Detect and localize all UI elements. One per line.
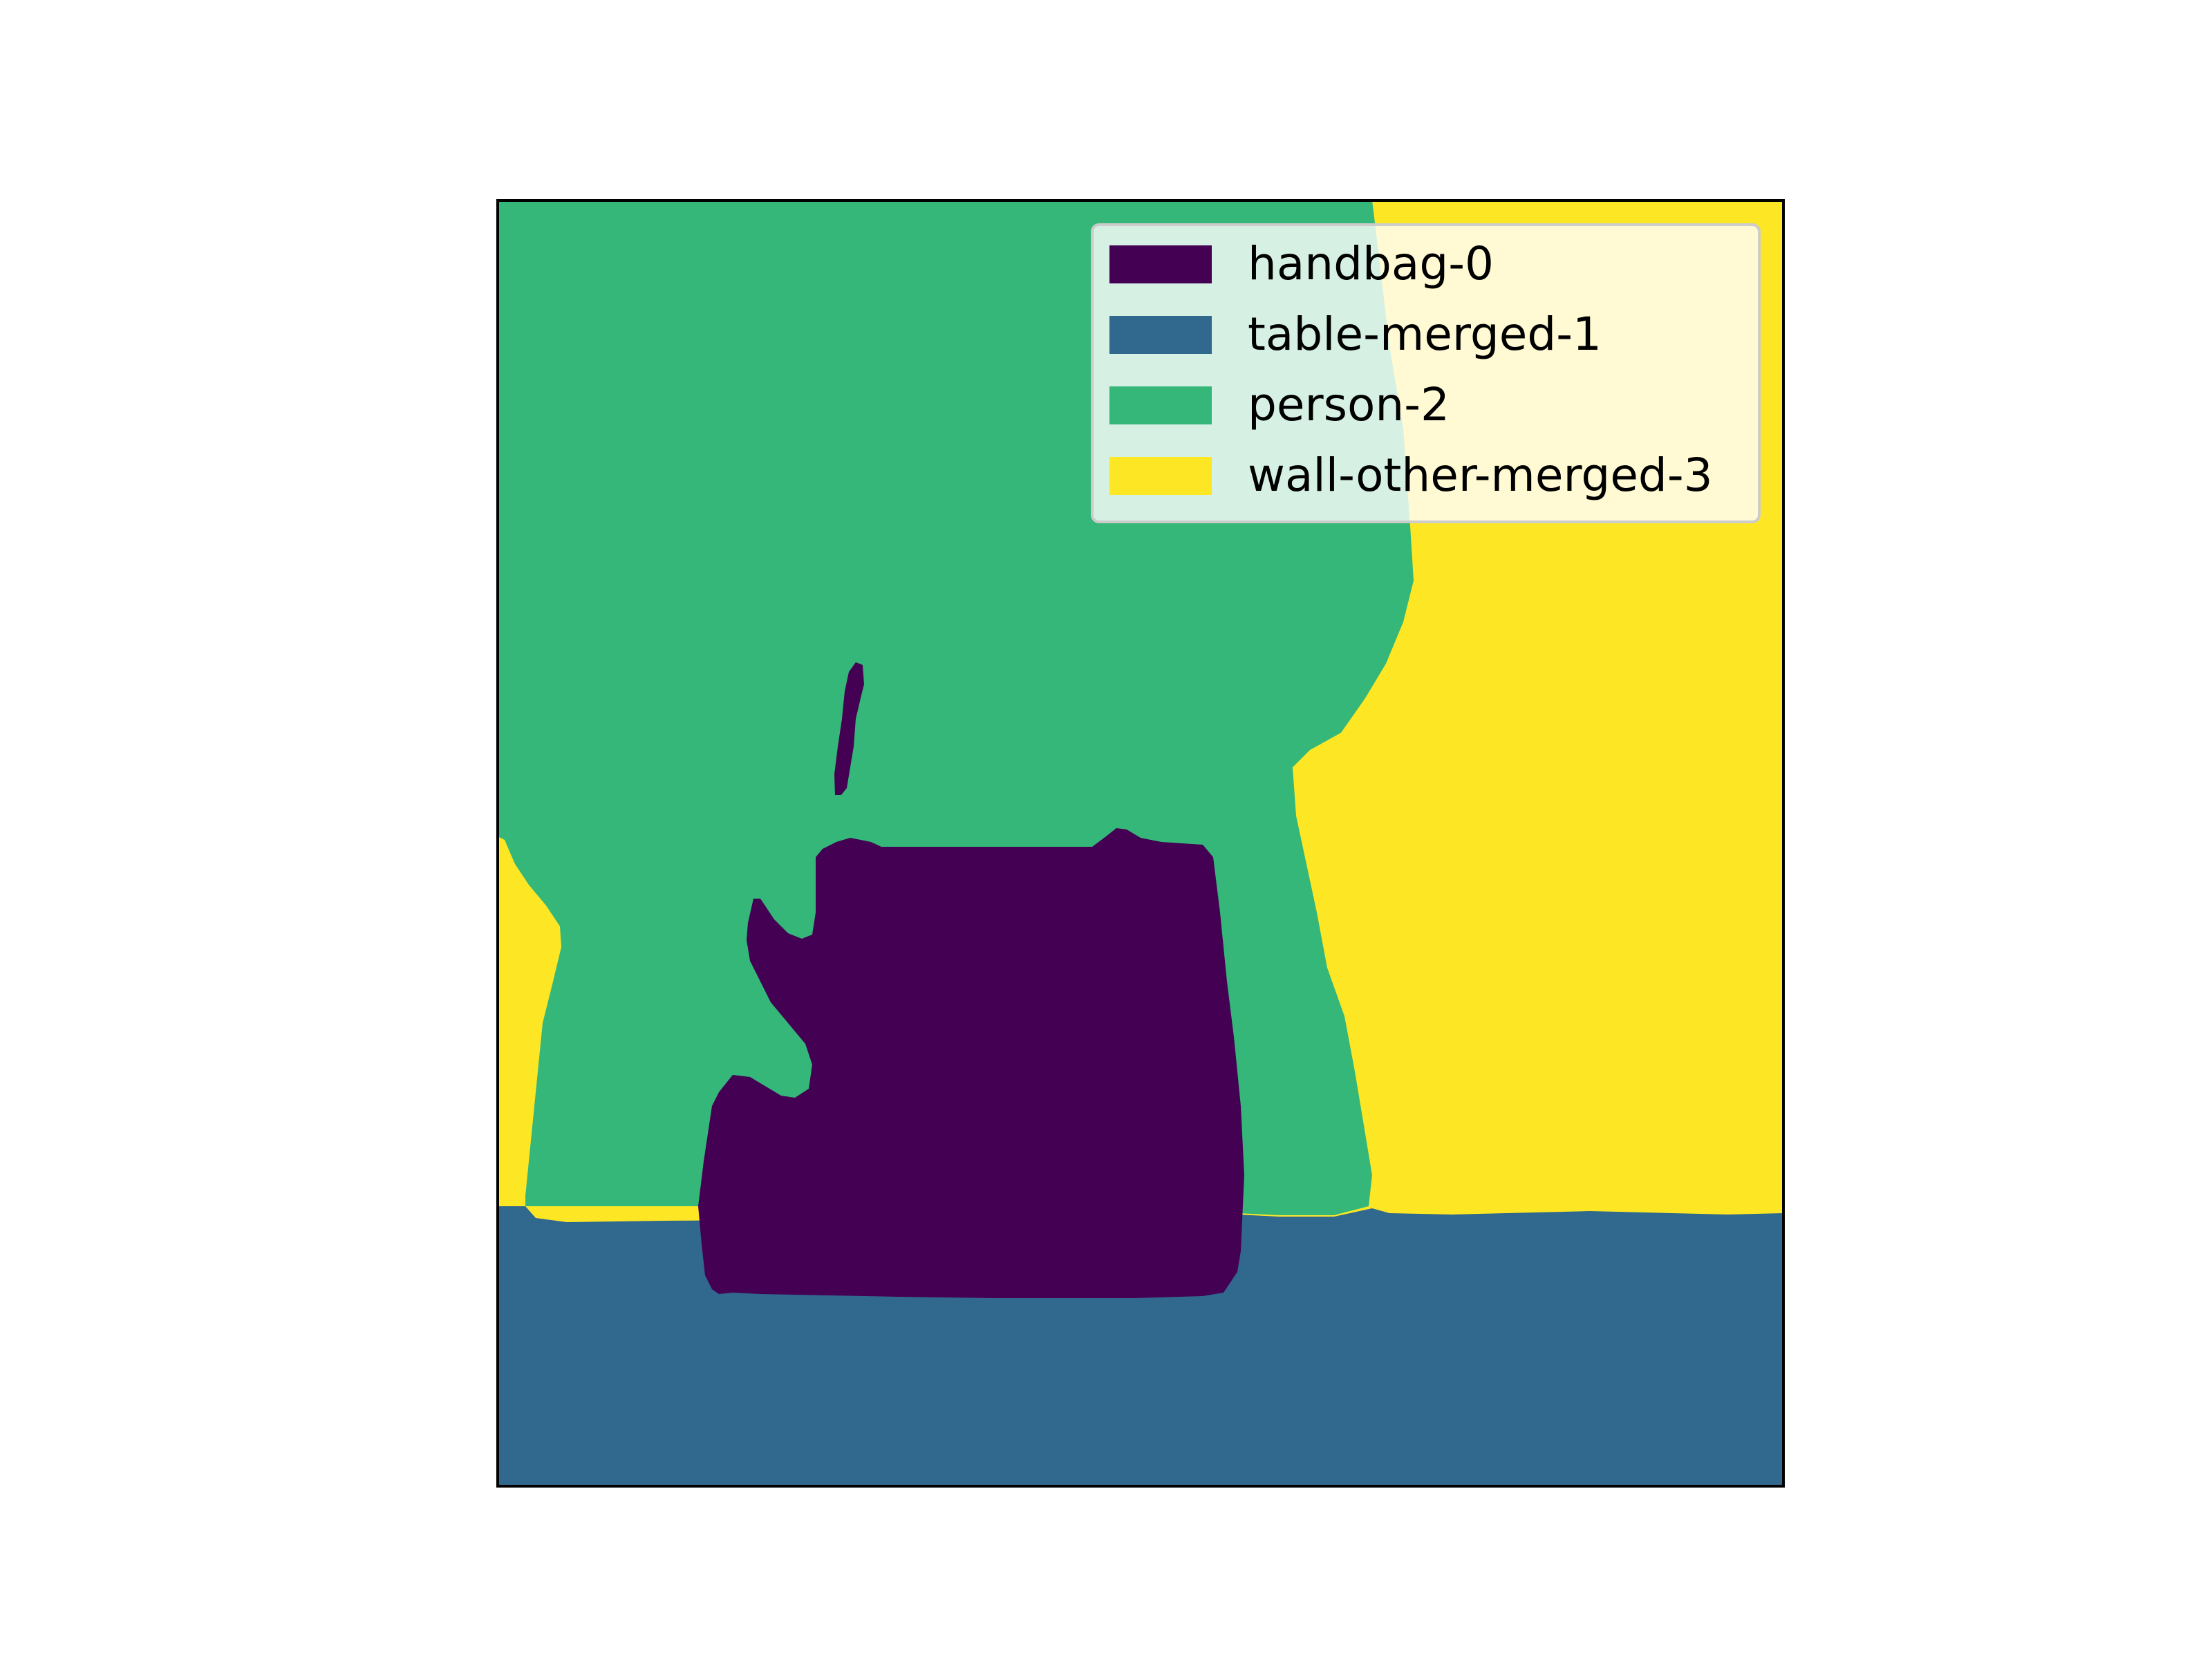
legend-swatch-table [1109, 316, 1212, 354]
legend-label-person: person-2 [1248, 378, 1450, 431]
legend-swatch-person [1109, 386, 1212, 424]
segment-handbag [698, 828, 1244, 1298]
segment-handbag-strap [834, 662, 864, 795]
legend-label-table: table-merged-1 [1248, 308, 1602, 361]
legend-box [1091, 223, 1761, 523]
legend-swatch-handbag [1109, 245, 1212, 283]
axes-frame [496, 199, 1785, 1488]
legend-label-handbag: handbag-0 [1248, 237, 1494, 290]
legend-swatch-wall-other [1109, 457, 1212, 495]
legend-label-wall-other: wall-other-merged-3 [1248, 449, 1713, 502]
legend: handbag-0 table-merged-1 person-2 wall-o… [1091, 223, 1761, 523]
